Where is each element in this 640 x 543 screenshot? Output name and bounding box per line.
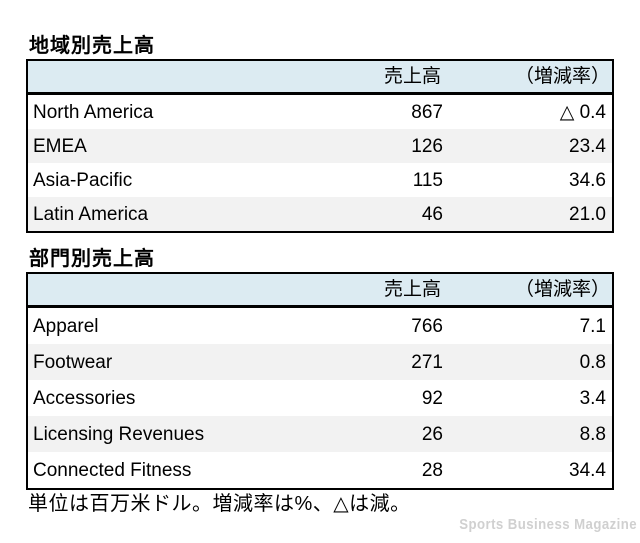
sales-value: 26 [421, 423, 443, 445]
sales-value: 115 [412, 169, 443, 191]
change-rate-value: 23.4 [569, 135, 606, 157]
table-row: EMEA 126 23.4 [27, 129, 613, 163]
change-rate-value: 0.8 [579, 351, 606, 373]
sales-value: 766 [411, 315, 443, 337]
row-label: Licensing Revenues [33, 423, 205, 445]
table-row: Accessories 92 3.4 [27, 380, 613, 416]
table-header-row: 売上高 （増減率） [27, 273, 613, 307]
change-rate-value: 21.0 [569, 203, 606, 225]
table-row: North America 867 △ 0.4 [27, 94, 613, 130]
sales-column-header: 売上高 [383, 279, 441, 300]
sales-value: 92 [421, 387, 443, 409]
row-label: Accessories [33, 387, 136, 409]
row-label: Apparel [33, 315, 99, 337]
change-rate-value: △ 0.4 [559, 101, 606, 123]
change-rate-column-header: （増減率） [514, 279, 610, 300]
units-footnote: 単位は百万米ドル。増減率は%、△は減。 [28, 493, 411, 515]
table-row: Licensing Revenues 26 8.8 [27, 416, 613, 452]
row-label: Connected Fitness [33, 459, 192, 481]
section-title-segment-sales: 部門別売上高 [29, 248, 155, 270]
sales-value: 46 [421, 203, 443, 225]
corner-header-cell [27, 273, 348, 307]
sales-value: 271 [411, 351, 443, 373]
change-rate-value: 7.1 [579, 315, 606, 337]
publisher-watermark: Sports Business Magazine [459, 516, 637, 533]
change-rate-column-header: （増減率） [514, 66, 610, 87]
change-rate-value: 34.6 [569, 169, 606, 191]
table-row: Connected Fitness 28 34.4 [27, 452, 613, 489]
table-row: Latin America 46 21.0 [27, 197, 613, 232]
table-row: Footwear 271 0.8 [27, 344, 613, 380]
sales-column-header: 売上高 [383, 66, 441, 87]
table-header-row: 売上高 （増減率） [27, 60, 613, 94]
row-label: Latin America [33, 203, 149, 225]
row-label: EMEA [33, 135, 87, 157]
region-sales-table: 売上高 （増減率） North America 867 △ 0.4 EMEA 1… [26, 59, 614, 233]
segment-sales-table: 売上高 （増減率） Apparel 766 7.1 Footwear 271 0… [26, 272, 614, 490]
row-label: North America [33, 101, 154, 123]
table-row: Apparel 766 7.1 [27, 307, 613, 345]
row-label: Footwear [33, 351, 113, 373]
table-row: Asia-Pacific 115 34.6 [27, 163, 613, 197]
sales-value: 867 [411, 101, 443, 123]
change-rate-value: 34.4 [569, 459, 606, 481]
change-rate-value: 3.4 [579, 387, 606, 409]
sales-value: 28 [421, 459, 443, 481]
section-title-region-sales: 地域別売上高 [29, 35, 155, 57]
change-rate-value: 8.8 [579, 423, 606, 445]
row-label: Asia-Pacific [33, 169, 133, 191]
sales-value: 126 [411, 135, 443, 157]
corner-header-cell [27, 60, 348, 94]
